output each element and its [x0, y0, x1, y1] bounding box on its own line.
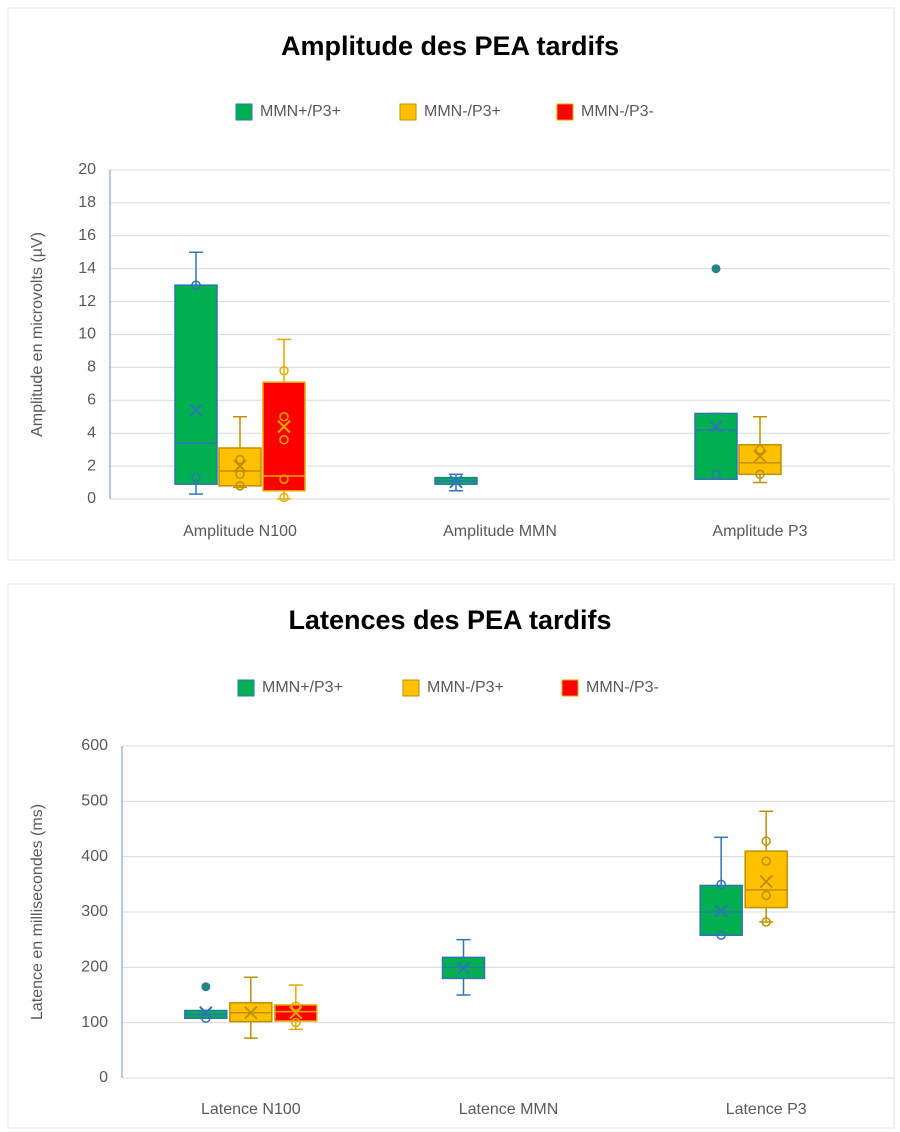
y-tick-label: 18 [78, 194, 96, 211]
inner-point [761, 836, 771, 846]
y-tick-label: 400 [81, 848, 108, 865]
inner-point [279, 435, 289, 445]
y-tick-label: 200 [81, 959, 108, 976]
mean-marker [753, 449, 767, 463]
x-tick-label: Latence N100 [201, 1101, 301, 1118]
mean-marker [244, 1006, 258, 1020]
inner-point [291, 1017, 301, 1028]
inner-point [235, 481, 245, 491]
y-tick-label: 300 [81, 903, 108, 920]
legend-swatch [237, 679, 255, 697]
y-tick-label: 14 [78, 260, 96, 277]
box [744, 850, 788, 909]
x-tick-label: Amplitude MMN [443, 523, 557, 540]
inner-point [755, 469, 765, 480]
x-tick-label: Amplitude P3 [712, 523, 807, 540]
legend-swatch [556, 103, 574, 121]
box [174, 284, 218, 485]
chart-title: Latences des PEA tardifs [288, 605, 611, 635]
inner-point [716, 930, 726, 940]
legend-swatch [399, 103, 417, 121]
mean-marker [759, 874, 773, 889]
inner-point [279, 365, 289, 376]
inner-point [711, 469, 721, 480]
box [738, 443, 782, 476]
y-tick-label: 16 [78, 227, 96, 244]
y-tick-label: 6 [87, 392, 96, 409]
mean-marker [714, 904, 728, 918]
legend-swatch [235, 103, 253, 121]
y-tick-label: 100 [81, 1014, 108, 1031]
x-tick-label: Latence P3 [726, 1101, 807, 1118]
y-tick-label: 2 [87, 457, 96, 474]
inner-point [235, 469, 245, 480]
inner-point [279, 412, 289, 422]
inner-point [291, 1001, 301, 1011]
inner-point [761, 856, 771, 866]
inner-point [761, 890, 771, 901]
inner-point [191, 472, 201, 483]
y-axis-title: Amplitude en microvolts (µV) [29, 232, 46, 437]
mean-marker [289, 1006, 303, 1020]
y-axis-title: Latence en millisecondes (ms) [29, 804, 46, 1020]
legend-label: MMN-/P3+ [427, 679, 504, 696]
y-tick-label: 4 [87, 424, 96, 441]
legend-label: MMN-/P3- [581, 103, 654, 120]
inner-point [279, 492, 289, 503]
inner-point [235, 454, 245, 465]
mean-marker [709, 419, 723, 434]
y-tick-label: 500 [81, 793, 108, 810]
y-tick-label: 0 [87, 490, 96, 507]
inner-point [279, 474, 289, 485]
legend-label: MMN+/P3+ [260, 103, 341, 120]
inner-point [755, 444, 765, 455]
inner-point [716, 879, 726, 890]
legend-label: MMN+/P3+ [262, 679, 343, 696]
box [694, 412, 738, 481]
mean-marker [189, 403, 203, 417]
inner-point [761, 917, 771, 927]
legend-swatch [561, 679, 579, 697]
mean-marker [277, 419, 291, 434]
y-tick-label: 600 [81, 737, 108, 754]
legend-label: MMN-/P3+ [424, 103, 501, 120]
inner-point [191, 280, 201, 290]
x-tick-label: Amplitude N100 [183, 523, 297, 540]
mean-marker [233, 459, 247, 473]
y-tick-label: 20 [78, 161, 96, 178]
y-tick-label: 8 [87, 359, 96, 376]
y-tick-label: 10 [78, 326, 96, 343]
outlier [201, 982, 211, 992]
inner-point [201, 1013, 211, 1023]
outlier [711, 264, 721, 274]
mean-marker [449, 475, 463, 489]
legend-swatch [402, 679, 420, 697]
y-tick-label: 12 [78, 293, 96, 310]
y-tick-label: 0 [99, 1069, 108, 1086]
legend-label: MMN-/P3- [586, 679, 659, 696]
x-tick-label: Latence MMN [459, 1101, 559, 1118]
mean-marker [456, 961, 471, 976]
chart-title: Amplitude des PEA tardifs [281, 31, 619, 61]
